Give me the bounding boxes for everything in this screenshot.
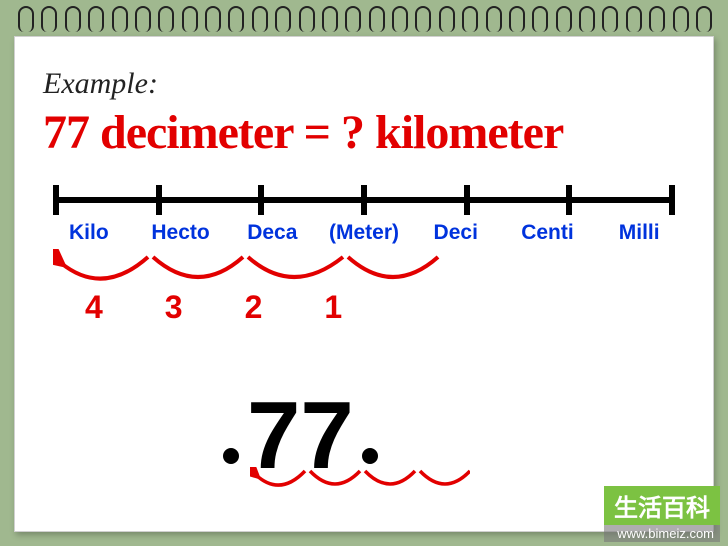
spiral-ring — [158, 6, 172, 36]
spiral-binding — [18, 6, 710, 40]
watermark: 生活百科 www.bimeiz.com — [604, 486, 720, 542]
spiral-ring — [579, 6, 593, 36]
scale-tick — [53, 185, 59, 215]
spiral-ring — [18, 6, 32, 36]
spiral-ring — [696, 6, 710, 36]
scale-ticks — [53, 185, 675, 215]
hop-counts: 4 3 2 1 — [85, 289, 342, 326]
decimal-hop-arcs — [250, 467, 470, 499]
spiral-ring — [509, 6, 523, 36]
spiral-ring — [135, 6, 149, 36]
spiral-ring — [275, 6, 289, 36]
spiral-ring — [626, 6, 640, 36]
spiral-ring — [415, 6, 429, 36]
spiral-ring — [673, 6, 687, 36]
spiral-ring — [556, 6, 570, 36]
spiral-ring — [252, 6, 266, 36]
scale-label: Kilo — [43, 221, 135, 245]
spiral-ring — [112, 6, 126, 36]
scale-label: Hecto — [135, 221, 227, 245]
spiral-ring — [322, 6, 336, 36]
spiral-ring — [205, 6, 219, 36]
content-area: Example: 77 decimeter = ? kilometer Kilo… — [15, 37, 713, 531]
scale-tick — [361, 185, 367, 215]
notepad-paper: Example: 77 decimeter = ? kilometer Kilo… — [14, 36, 714, 532]
hop-count: 3 — [165, 289, 183, 326]
scale-tick — [566, 185, 572, 215]
example-label: Example: — [43, 67, 685, 101]
spiral-ring — [41, 6, 55, 36]
scale-tick — [669, 185, 675, 215]
metric-scale: KiloHectoDeca(Meter)DeciCentiMilli 4 3 2 1 — [43, 179, 685, 379]
scale-labels: KiloHectoDeca(Meter)DeciCentiMilli — [43, 221, 685, 245]
spiral-ring — [486, 6, 500, 36]
hop-count: 1 — [324, 289, 342, 326]
scale-tick — [464, 185, 470, 215]
scale-label: Deci — [410, 221, 502, 245]
spiral-ring — [65, 6, 79, 36]
spiral-ring — [228, 6, 242, 36]
spiral-ring — [182, 6, 196, 36]
decimal-dot-left — [223, 448, 239, 464]
scale-tick — [156, 185, 162, 215]
hop-count: 2 — [245, 289, 263, 326]
spiral-ring — [299, 6, 313, 36]
scale-label: Milli — [593, 221, 685, 245]
equation-text: 77 decimeter = ? kilometer — [43, 109, 685, 157]
spiral-ring — [439, 6, 453, 36]
scale-tick — [258, 185, 264, 215]
spiral-ring — [88, 6, 102, 36]
watermark-url: www.bimeiz.com — [604, 525, 720, 542]
scale-label: (Meter) — [318, 221, 410, 245]
spiral-ring — [649, 6, 663, 36]
hop-count: 4 — [85, 289, 103, 326]
scale-label: Centi — [502, 221, 594, 245]
watermark-title: 生活百科 — [604, 486, 720, 525]
spiral-ring — [345, 6, 359, 36]
spiral-ring — [462, 6, 476, 36]
spiral-ring — [532, 6, 546, 36]
spiral-ring — [392, 6, 406, 36]
spiral-ring — [602, 6, 616, 36]
spiral-ring — [369, 6, 383, 36]
decimal-dot-right — [362, 448, 378, 464]
scale-label: Deca — [226, 221, 318, 245]
